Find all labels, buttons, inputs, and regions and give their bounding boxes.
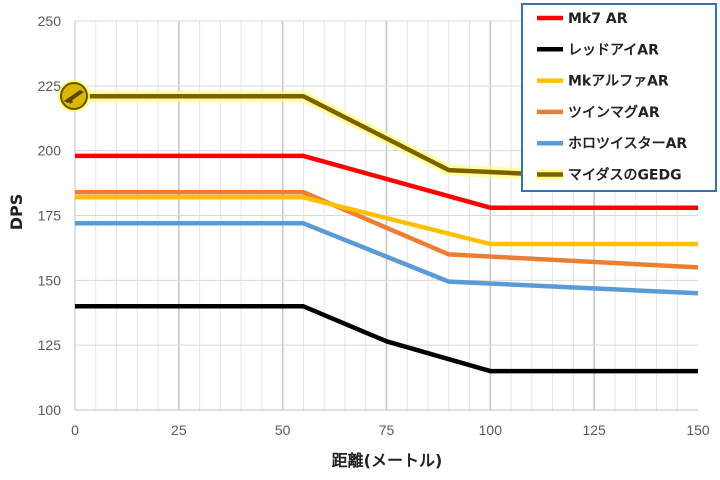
- legend-label: ホロツイスターAR: [568, 136, 687, 152]
- series-line: [75, 304, 698, 374]
- legend-label: Mk7 AR: [568, 11, 628, 27]
- y-tick-label: 175: [38, 208, 62, 224]
- y-tick-label: 150: [38, 272, 62, 288]
- weapon-icon: [58, 80, 90, 112]
- legend-label: MkアルファAR: [568, 74, 669, 90]
- series-line: [75, 195, 698, 247]
- y-tick-label: 100: [38, 402, 62, 418]
- y-tick-label: 250: [38, 13, 62, 29]
- x-tick-label: 25: [171, 422, 187, 438]
- x-tick-label: 100: [479, 422, 503, 438]
- legend: Mk7 AR レッドアイAR MkアルファAR ツインマグAR ホロツイスターAR マイダ…: [521, 3, 717, 192]
- x-tick-label: 0: [71, 422, 79, 438]
- legend-label: ツインマグAR: [568, 104, 660, 121]
- legend-label: レッドアイAR: [568, 42, 659, 58]
- x-tick-label: 75: [379, 422, 395, 438]
- x-tick-label: 125: [582, 422, 606, 438]
- series-line: [75, 221, 699, 296]
- axes: 0 25 50 75 100 125 150 100 125 150 175 200 225 250: [38, 13, 710, 438]
- series-line: [75, 153, 698, 210]
- x-tick-label: 50: [275, 422, 291, 438]
- y-tick-label: 200: [38, 143, 62, 159]
- x-axis-title: 距離(メートル): [332, 451, 443, 470]
- legend-label: マイダスのGEDG: [568, 167, 682, 184]
- marker-layer: [58, 80, 90, 112]
- series-line: [75, 189, 699, 270]
- y-tick-label: 225: [38, 78, 62, 94]
- legend-box: [521, 3, 717, 192]
- y-axis-title: DPS: [7, 194, 26, 231]
- y-tick-label: 125: [38, 337, 62, 353]
- x-tick-label: 150: [686, 422, 710, 438]
